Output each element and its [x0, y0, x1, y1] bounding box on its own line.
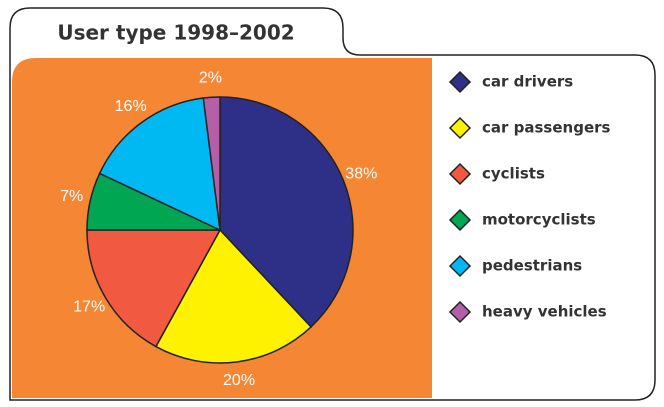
pie-slice	[86, 229, 222, 348]
chart-title: User type 1998–2002	[57, 21, 294, 45]
legend-swatch	[448, 162, 472, 186]
legend-swatch	[448, 254, 472, 278]
legend-label: pedestrians	[482, 257, 582, 275]
data-label: 17%	[73, 299, 105, 316]
legend-swatch	[448, 116, 472, 140]
legend-label: heavy vehicles	[482, 303, 607, 321]
pie-slice	[154, 228, 313, 364]
data-label: 38%	[345, 165, 377, 182]
legend-swatch	[448, 70, 472, 94]
legend-swatch	[448, 300, 472, 324]
legend-label: cyclists	[482, 165, 545, 183]
legend-label: car drivers	[482, 73, 573, 91]
legend-swatch	[448, 208, 472, 232]
legend-label: car passengers	[482, 119, 611, 137]
pie-slice	[219, 96, 354, 329]
data-label: 2%	[199, 70, 222, 87]
legend-label: motorcyclists	[482, 211, 596, 229]
data-label: 16%	[115, 98, 147, 115]
data-label: 7%	[60, 188, 83, 205]
data-label: 20%	[223, 372, 255, 389]
pie-slice	[202, 96, 221, 231]
pie-slice	[98, 97, 221, 232]
